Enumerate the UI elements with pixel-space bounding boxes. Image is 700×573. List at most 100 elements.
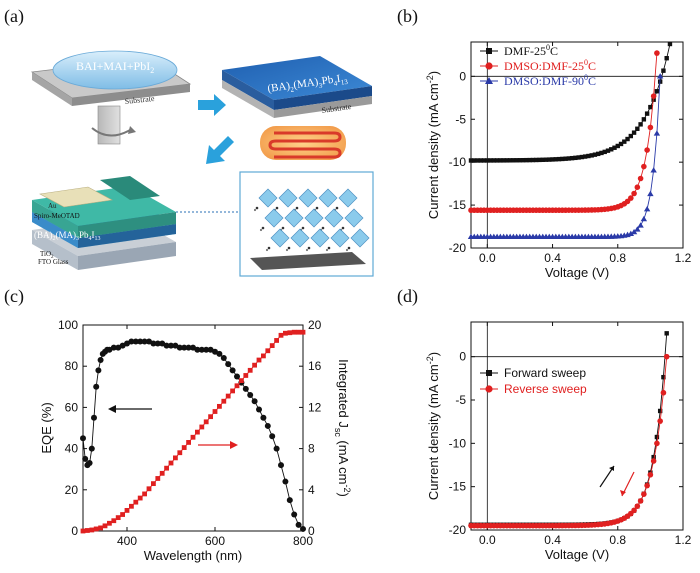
- data-point: [282, 478, 289, 485]
- data-point: [283, 330, 288, 336]
- data-point: [168, 460, 174, 466]
- octahedra-lattice: [253, 188, 370, 252]
- data-point: [664, 56, 669, 61]
- data-point: [251, 398, 258, 405]
- data-point: [264, 422, 271, 429]
- octahedron: [290, 228, 310, 248]
- organic-chain-dot: [295, 206, 299, 210]
- film-substrate-label: Substrate: [321, 102, 352, 115]
- legend-label-text: DMF-25: [504, 44, 546, 58]
- x-tick-label: 0.0: [479, 251, 496, 265]
- data-point: [637, 498, 644, 504]
- data-point: [520, 157, 526, 163]
- data-point: [247, 392, 254, 399]
- data-point: [472, 158, 477, 163]
- y2-tick-label: 4: [308, 483, 315, 497]
- y-tick-label: 0: [71, 524, 78, 538]
- data-point: [273, 445, 280, 452]
- legend-label-text: DMSO:DMF-90: [504, 74, 584, 88]
- data-point: [553, 157, 558, 162]
- data-point: [563, 156, 568, 161]
- data-point: [243, 373, 249, 378]
- data-point: [599, 150, 604, 156]
- data-point: [110, 344, 117, 351]
- y-tick-label: -5: [455, 112, 466, 126]
- x-tick-label: 0.8: [609, 533, 626, 547]
- data-point: [653, 130, 661, 136]
- stack-au-stripe: [100, 176, 160, 200]
- data-point: [609, 147, 614, 152]
- data-point: [475, 158, 480, 163]
- data-point: [208, 414, 213, 420]
- organic-chain-dot: [307, 246, 311, 250]
- data-point: [638, 122, 643, 127]
- data-point: [141, 338, 148, 345]
- y2-axis-label-part: (mA cm: [336, 437, 351, 485]
- data-point: [216, 350, 223, 357]
- label-spiro: Spiro-MeOTAD: [34, 212, 80, 220]
- data-point: [221, 398, 227, 404]
- octahedron: [310, 228, 330, 248]
- y-tick-label: 20: [65, 483, 79, 497]
- data-point: [602, 149, 607, 155]
- data-point: [644, 111, 650, 116]
- jsc-axis-arrowhead-icon: [230, 441, 238, 449]
- data-point: [582, 154, 588, 159]
- data-point: [592, 152, 598, 157]
- data-point: [530, 157, 536, 163]
- data-point: [198, 346, 205, 353]
- data-point: [239, 378, 244, 384]
- y-tick-label: 0: [459, 69, 466, 83]
- organic-chain-dot: [285, 248, 289, 252]
- octahedron: [338, 188, 358, 208]
- process-arrow-down-icon: [206, 136, 236, 164]
- data-point: [242, 385, 249, 392]
- data-point: [137, 495, 143, 501]
- panel-label-a: (a): [4, 6, 24, 27]
- label-au: Au: [48, 202, 57, 210]
- data-point: [225, 393, 231, 399]
- data-point: [634, 226, 641, 232]
- x-tick-label: 0.8: [609, 251, 626, 265]
- data-point: [524, 157, 529, 163]
- x-tick-label: 0.4: [544, 533, 561, 547]
- data-point: [478, 158, 483, 163]
- y2-axis-label-part: sc: [333, 428, 343, 438]
- y-tick-label: 40: [65, 442, 79, 456]
- data-point: [654, 434, 660, 440]
- y-tick-label: -5: [455, 393, 466, 407]
- y-tick-label: 0: [459, 350, 466, 364]
- data-point: [137, 338, 144, 345]
- legend-marker: [485, 77, 493, 84]
- data-point: [534, 157, 539, 163]
- data-point: [488, 158, 493, 163]
- data-point: [291, 511, 298, 518]
- y2-axis-label-part: -2: [342, 484, 352, 492]
- film-side: [222, 70, 274, 110]
- octahedron: [270, 228, 290, 248]
- y2-axis-label-part: ): [336, 493, 351, 497]
- data-point: [631, 130, 637, 135]
- y-axis-label: EQE (%): [39, 402, 54, 453]
- data-point: [647, 471, 654, 478]
- data-point: [93, 526, 99, 532]
- rotation-arrow-icon: [91, 127, 131, 137]
- data-point: [579, 154, 585, 160]
- y-axis-label: Current density (mA cm-2): [425, 352, 441, 500]
- organic-chain-dot: [301, 226, 305, 230]
- octahedron: [344, 208, 364, 228]
- panel-label-c: (c): [4, 286, 24, 307]
- stack-spiro-front: [78, 212, 176, 238]
- legend-label: Forward sweep: [504, 366, 586, 380]
- data-point: [111, 518, 117, 524]
- y-tick-label: -15: [449, 198, 467, 212]
- data-point: [120, 512, 125, 517]
- data-point: [229, 367, 236, 374]
- data-point: [124, 508, 130, 513]
- legend-label-text: Reverse sweep: [504, 382, 587, 396]
- data-point: [269, 343, 275, 348]
- data-point: [664, 331, 669, 336]
- data-point: [641, 491, 647, 497]
- data-point: [514, 158, 519, 163]
